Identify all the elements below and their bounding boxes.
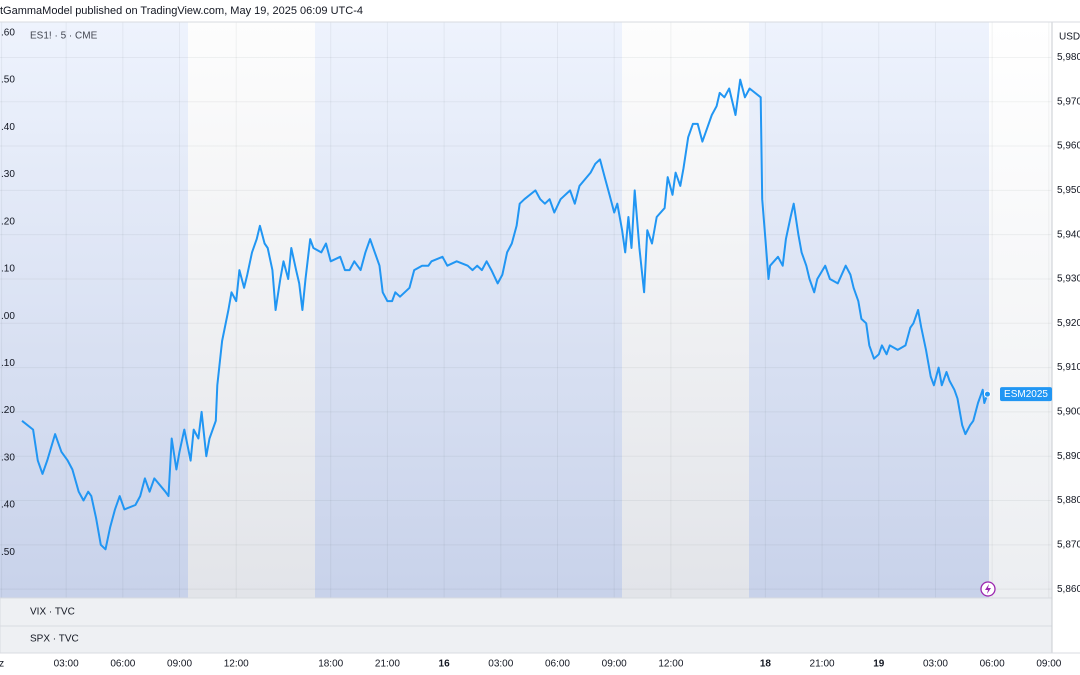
y-tick-label: 5,890 [1057,451,1080,462]
y2-tick-label: .10 [1,264,15,275]
x-tick-label: 06:00 [980,659,1005,670]
y-tick-label: 5,940 [1057,229,1080,240]
x-tick-label: 06:00 [545,659,570,670]
y-tick-label: 5,920 [1057,318,1080,329]
y2-tick-label: .00 [1,311,15,322]
x-tick-label: 03:00 [923,659,948,670]
y2-tick-label: .40 [1,500,15,511]
spx-pane [0,625,1053,654]
y-tick-label: 5,870 [1057,539,1080,550]
alert-bolt [985,584,991,594]
x-tick-label: 09:00 [1036,659,1061,670]
x-tick-label: 09:00 [602,659,627,670]
y-tick-label: 5,880 [1057,495,1080,506]
y-tick-label: 5,860 [1057,584,1080,595]
x-tick-label: 19 [873,659,885,670]
x-tick-label: 09:00 [167,659,192,670]
vix-pane [0,597,1053,627]
y2-tick-label: .20 [1,405,15,416]
x-tick-label: 21:00 [375,659,400,670]
y-tick-label: 5,970 [1057,96,1080,107]
x-tick-label: 16 [439,659,451,670]
pane-label: SPX · TVC [30,634,79,645]
y2-tick-label: .50 [1,547,15,558]
x-tick-label: z [0,659,4,670]
x-tick-label: 06:00 [110,659,135,670]
x-tick-label: 18:00 [318,659,343,670]
future-area [989,22,1052,598]
y2-tick-label: .30 [1,169,15,180]
y-tick-label: 5,950 [1057,185,1080,196]
header: tGammaModel published on TradingView.com… [0,5,363,17]
x-tick-label: 18 [760,659,772,670]
y-tick-label: 5,960 [1057,141,1080,152]
y2-tick-label: .40 [1,122,15,133]
y-tick-label: 5,930 [1057,274,1080,285]
x-tick-label: 12:00 [224,659,249,670]
y2-tick-label: .10 [1,358,15,369]
y-tick-label: 5,910 [1057,362,1080,373]
last-value-box [1000,387,1052,402]
pane-label: VIX · TVC [30,607,75,618]
x-tick-label: 03:00 [488,659,513,670]
plot-background [0,22,1052,598]
symbol-legend: ES1! · 5 · CME [30,31,98,42]
y-tick-label: 5,980 [1057,52,1080,63]
x-tick-label: 12:00 [658,659,683,670]
y2-tick-label: .50 [1,75,15,86]
last-point [983,390,991,398]
x-tick-label: 03:00 [54,659,79,670]
session-band [188,22,315,598]
price-line [21,78,989,551]
y2-tick-label: .30 [1,452,15,463]
y2-tick-label: .20 [1,216,15,227]
series-name: ESM2025 [1004,389,1048,400]
currency: USD [1059,32,1080,43]
x-tick-label: 21:00 [810,659,835,670]
session-band [622,22,749,598]
y2-tick-label: .60 [1,27,15,38]
y-tick-label: 5,900 [1057,407,1080,418]
